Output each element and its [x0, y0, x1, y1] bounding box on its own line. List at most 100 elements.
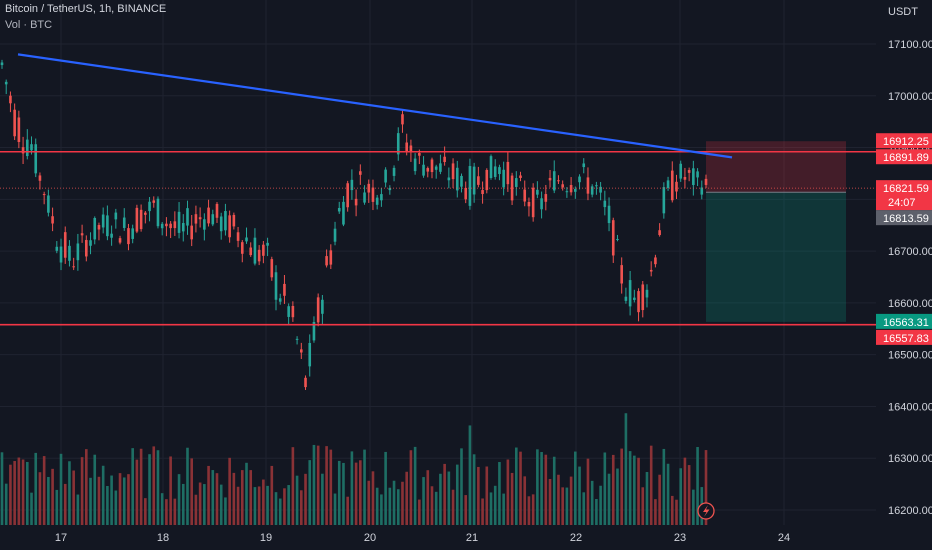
candle-body — [203, 219, 206, 230]
candle-body — [447, 177, 451, 181]
candle-body — [662, 187, 666, 214]
candle-body — [527, 202, 531, 207]
candle-body — [354, 198, 358, 206]
candle-body — [325, 256, 328, 266]
candle-body — [101, 214, 105, 228]
drawn-lines[interactable] — [0, 53, 876, 326]
candle-body — [607, 205, 611, 224]
candle-body — [658, 230, 661, 236]
volume-bar — [131, 448, 134, 525]
candle-body — [498, 167, 501, 175]
candle-body — [384, 169, 387, 183]
volume-bar — [611, 454, 615, 525]
volume-bar — [106, 486, 109, 525]
candle-body — [321, 299, 324, 314]
candle-body — [76, 243, 80, 261]
candle-body — [586, 177, 590, 194]
countdown-label: 24:07 — [888, 197, 916, 209]
volume-bar — [502, 493, 505, 525]
volume-bar — [25, 461, 29, 525]
volume-bar — [633, 455, 636, 525]
volume-bar — [552, 456, 556, 525]
volume-bars — [0, 413, 708, 525]
volume-bar — [291, 447, 295, 525]
candle-body — [536, 189, 539, 195]
candle-body — [557, 180, 560, 182]
short-position-tool[interactable] — [706, 141, 846, 322]
volume-bar — [152, 446, 156, 525]
volume-bar — [321, 473, 324, 525]
time-tick-label: 19 — [260, 532, 272, 544]
volume-legend: Vol · BTC — [5, 19, 53, 31]
candle-body — [401, 114, 404, 125]
volume-bar — [295, 475, 299, 525]
volume-bar — [266, 485, 269, 525]
volume-bar — [274, 492, 278, 525]
volume-bar — [110, 475, 113, 525]
candle-body — [274, 272, 278, 300]
volume-bar — [68, 461, 71, 525]
volume-bar — [224, 497, 227, 525]
volume-bar — [485, 466, 489, 525]
volume-bar — [63, 483, 67, 525]
volume-bar — [342, 462, 345, 525]
volume-bar — [523, 476, 527, 525]
volume-bar — [489, 492, 493, 525]
candle-body — [422, 164, 425, 176]
volume-bar — [80, 457, 84, 525]
candle-body — [569, 185, 573, 193]
price-labels: 16912.25 16891.89 16821.59 24:07 16813.59 165… — [876, 133, 932, 345]
volume-bar — [620, 448, 623, 525]
time-tick-label: 18 — [157, 532, 169, 544]
volume-bar — [337, 460, 341, 525]
volume-bar — [536, 449, 539, 525]
candle-body — [405, 142, 409, 152]
candle-body — [190, 225, 194, 240]
candle-body — [224, 211, 227, 231]
volume-bar — [363, 449, 366, 525]
price-label-bg — [876, 133, 932, 149]
candle-body — [89, 240, 92, 246]
candle-body — [670, 170, 674, 201]
symbol-title[interactable]: Bitcoin / TetherUS, 1h, BINANCE — [5, 3, 167, 15]
volume-bar — [493, 485, 497, 525]
candlesticks — [0, 59, 708, 390]
candle-body — [299, 349, 303, 353]
volume-bar — [194, 494, 198, 525]
candle-body — [207, 207, 210, 224]
lightning-icon[interactable] — [697, 502, 715, 520]
volume-bar — [127, 474, 130, 525]
volume-bar — [34, 452, 38, 525]
candle-body — [135, 207, 139, 232]
volume-bar — [380, 494, 383, 525]
volume-bar — [628, 451, 632, 525]
time-axis[interactable]: 17 18 19 20 21 22 23 24 — [55, 532, 790, 544]
candle-body — [380, 194, 383, 201]
candle-body — [63, 232, 67, 258]
volume-bar — [59, 453, 63, 525]
trend-line — [17, 53, 733, 159]
price-axis[interactable]: 17100.0017000.0016900.0016800.0016700.00… — [876, 0, 932, 550]
price-tick-label: 16500.00 — [888, 350, 932, 362]
volume-bar — [430, 486, 434, 525]
candle-body — [637, 291, 640, 313]
candle-body — [51, 216, 54, 224]
volume-bar — [418, 499, 421, 525]
volume-bar — [548, 478, 552, 525]
candle-body — [493, 166, 497, 177]
price-label-bg — [876, 329, 932, 345]
volume-bar — [240, 470, 244, 525]
volume-bar — [519, 451, 522, 525]
candle-body — [692, 168, 695, 185]
volume-bar — [308, 460, 312, 525]
candle-body — [481, 190, 484, 195]
price-label-bg — [876, 180, 932, 211]
candle-body — [215, 203, 219, 218]
candle-body — [451, 163, 455, 180]
volume-bar — [692, 489, 695, 525]
candle-body — [38, 175, 42, 181]
volume-bar — [704, 450, 708, 525]
volume-bar — [85, 449, 88, 525]
candle-body — [13, 109, 16, 137]
